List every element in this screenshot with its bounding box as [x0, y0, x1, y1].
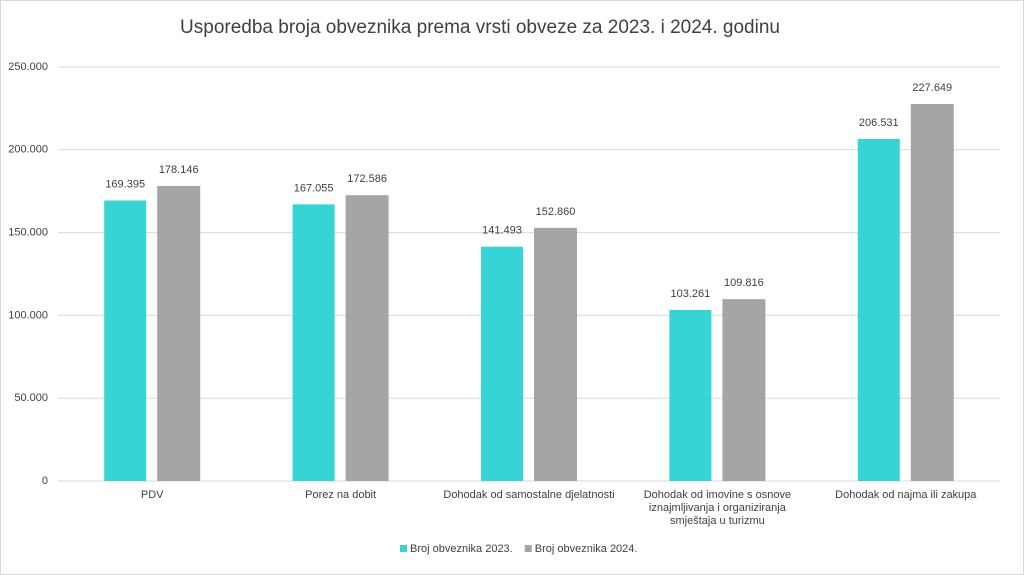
bar [857, 138, 900, 481]
value-label: 152.860 [536, 206, 576, 218]
value-label: 172.586 [347, 173, 387, 185]
y-tick-label: 100.000 [8, 309, 48, 321]
value-label: 109.816 [724, 277, 764, 289]
y-tick-label: 250.000 [8, 61, 48, 73]
value-label: 167.055 [294, 182, 334, 194]
value-label: 169.395 [105, 178, 145, 190]
bar [157, 185, 201, 481]
bar [534, 227, 577, 481]
x-tick-label: Porez na dobit [305, 489, 377, 501]
chart-title: Usporedba broja obveznika prema vrsti ob… [180, 17, 780, 38]
value-label: 227.649 [912, 82, 952, 94]
value-label: 206.531 [859, 117, 899, 129]
legend-swatch [400, 545, 407, 552]
bar [345, 195, 389, 482]
legend-swatch [524, 545, 532, 552]
y-tick-label: 50.000 [14, 392, 48, 404]
bar [481, 246, 523, 481]
y-tick-label: 0 [42, 475, 48, 487]
bar [722, 299, 766, 481]
x-tick-label: Dohodak od imovine s osnove iznajmljivan… [643, 489, 792, 527]
x-tick-label: Dohodak od samostalne djelatnosti [443, 489, 615, 501]
value-label: 141.493 [482, 225, 522, 237]
bar [104, 200, 147, 481]
y-tick-label: 200.000 [8, 144, 48, 156]
legend-label: Broj obveznika 2023. [410, 543, 513, 555]
bar [292, 204, 335, 481]
bar [669, 309, 712, 481]
bar [910, 104, 954, 482]
x-tick-label: PDV [140, 489, 164, 501]
value-label: 103.261 [671, 288, 711, 300]
x-tick-label: Dohodak od najma ili zakupa [835, 489, 977, 501]
legend-label: Broj obveznika 2024. [535, 543, 638, 555]
value-label: 178.146 [159, 164, 199, 176]
y-tick-label: 150.000 [8, 227, 48, 239]
